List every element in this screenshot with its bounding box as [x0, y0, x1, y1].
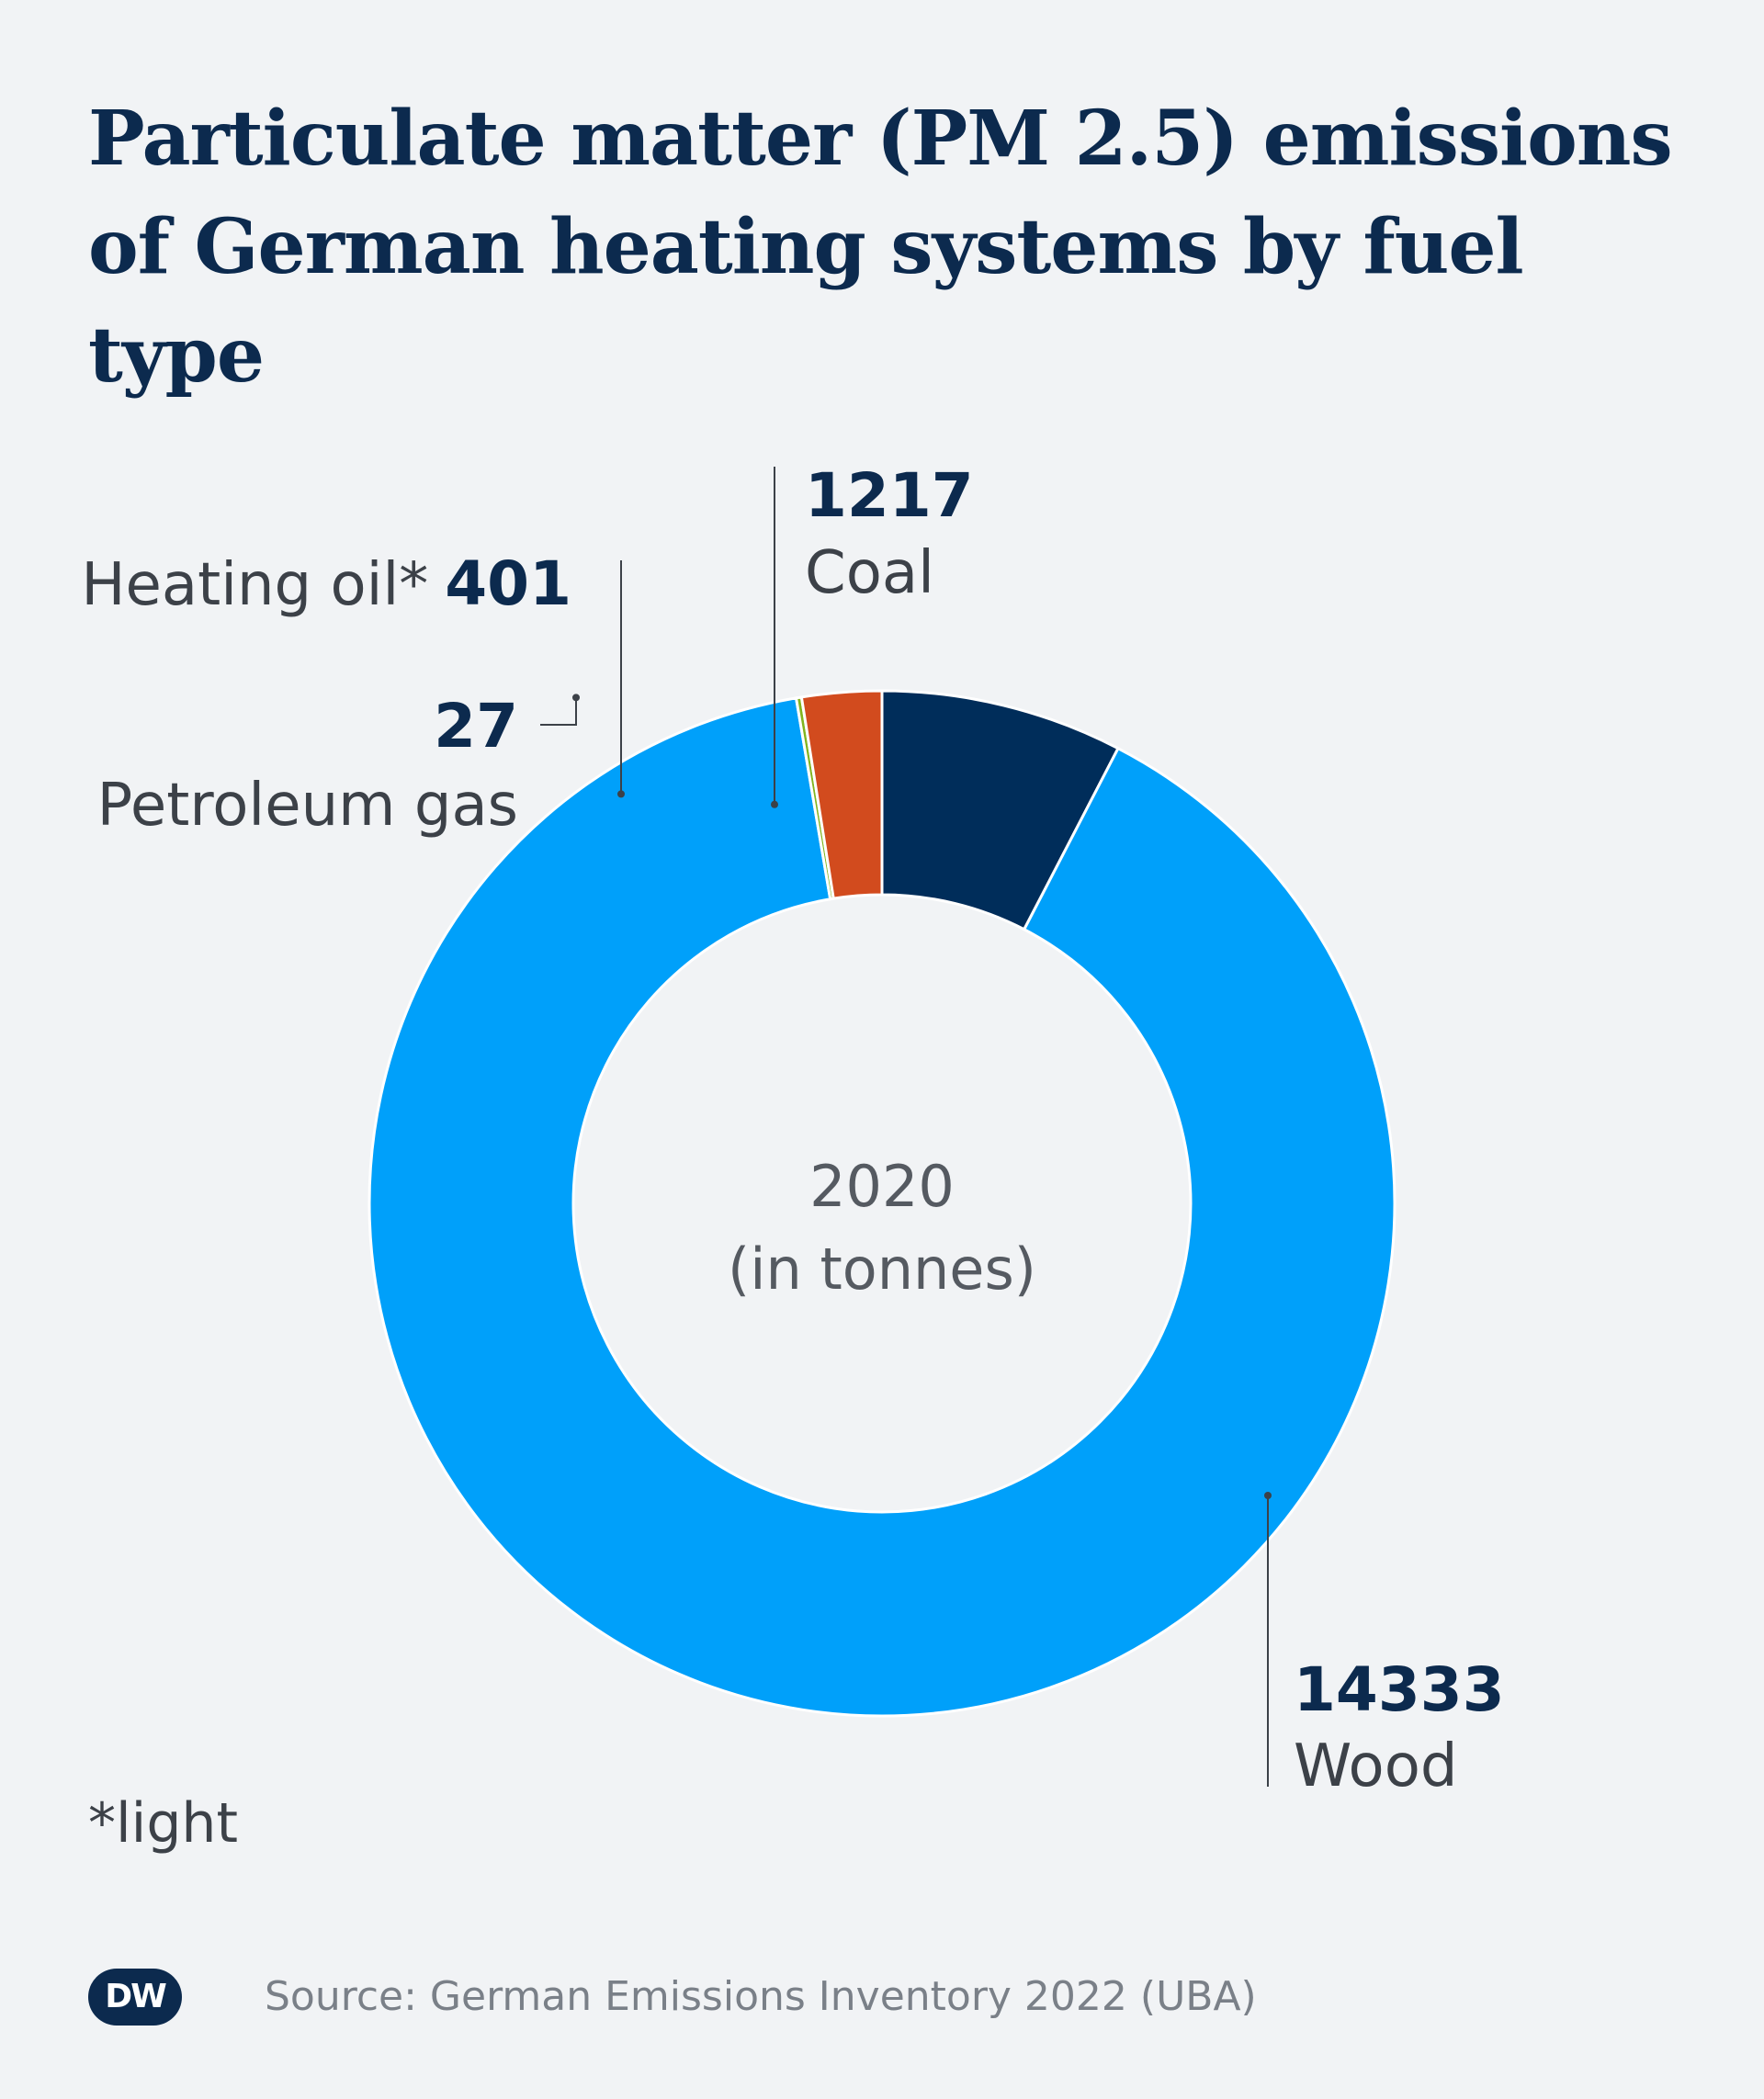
leader-dot-heating-oil: [617, 790, 625, 798]
donut-slices: [368, 689, 1396, 1718]
data-label-coal-name: Coal: [805, 539, 934, 607]
donut-slice-heating-oil: [799, 689, 884, 900]
leader-dot-wood: [1264, 1492, 1272, 1499]
leader-dot-petroleum-gas: [572, 694, 580, 702]
data-label-petroleum-gas-name: Petroleum gas: [97, 772, 518, 840]
data-label-heating-oil-value: 401: [445, 548, 571, 619]
footnote: *light: [88, 1791, 238, 1856]
leader-dot-coal: [771, 800, 778, 808]
center-label-unit: (in tonnes): [728, 1236, 1036, 1303]
leader-line-petroleum-gas: [540, 697, 577, 726]
data-label-wood-name: Wood: [1294, 1732, 1457, 1800]
leader-lines: [540, 467, 1272, 1787]
data-label-wood-value: 14333: [1294, 1654, 1505, 1725]
chart-title: Particulate matter (PM 2.5) emissions of…: [88, 95, 1673, 400]
data-label-heating-oil-name: Heating oil*: [81, 551, 428, 619]
donut-slice-wood: [368, 696, 1396, 1718]
data-label-coal-value: 1217: [805, 460, 974, 531]
center-label-year: 2020: [809, 1153, 955, 1220]
data-label-petroleum-gas-value: 27: [434, 691, 518, 762]
source-note: Source: German Emissions Inventory 2022 …: [265, 1973, 1257, 2020]
dw-logo: DW: [88, 1969, 182, 2026]
data-label-heating-oil: Heating oil* 401: [81, 548, 571, 619]
